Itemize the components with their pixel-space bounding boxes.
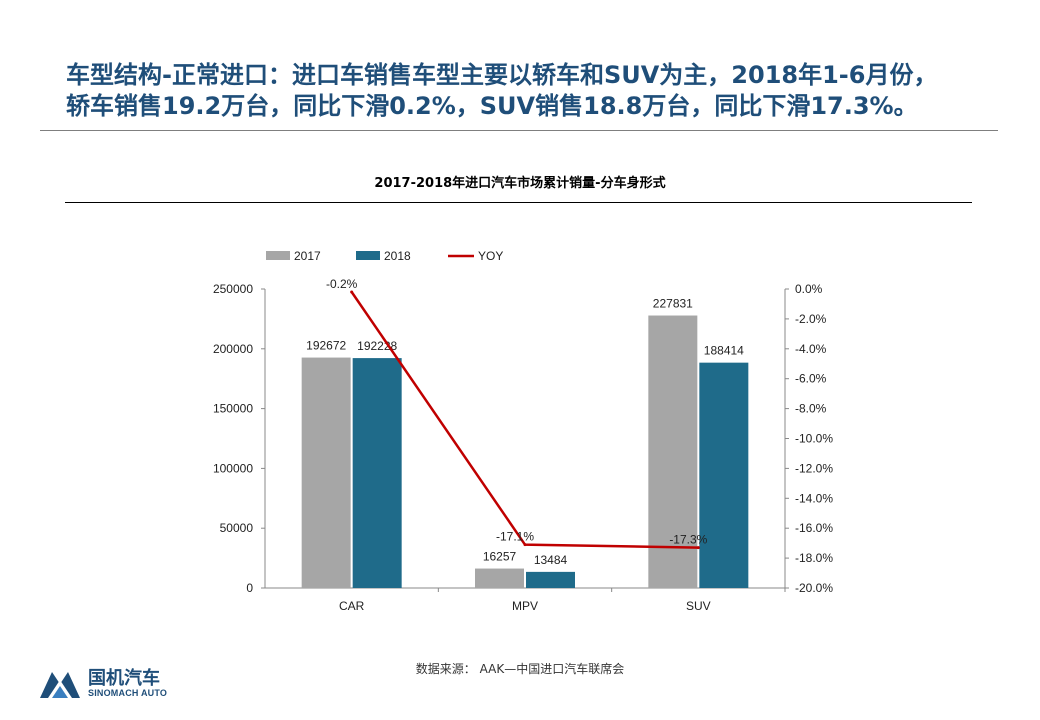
y-right-tick-label: -14.0% (795, 491, 833, 505)
y-right-tick-label: -2.0% (795, 312, 827, 326)
bar-value-label: 227831 (653, 297, 693, 311)
yoy-value-label: -0.2% (326, 277, 358, 291)
chart-title-divider (65, 202, 972, 203)
logo-name-en: SINOMACH AUTO (88, 688, 168, 698)
yoy-value-label: -17.1% (496, 530, 534, 544)
bar-value-label: 16257 (483, 550, 517, 564)
bar-value-label: 188414 (704, 344, 744, 358)
y-left-tick-label: 200000 (213, 342, 253, 356)
bar-value-label: 13484 (534, 553, 568, 567)
legend-label: 2018 (384, 249, 411, 263)
bar-2018-SUV (699, 362, 749, 588)
x-tick-label: SUV (686, 599, 711, 613)
chart-title: 2017-2018年进口汽车市场累计销量-分车身形式 (374, 176, 666, 191)
y-left-tick-label: 0 (246, 581, 253, 595)
bar-2018-CAR (352, 358, 402, 588)
y-left-tick-label: 50000 (220, 521, 254, 535)
yoy-point (696, 546, 700, 550)
y-right-tick-label: -20.0% (795, 581, 833, 595)
logo-name-cn: 国机汽车 (88, 668, 160, 689)
y-left-tick-label: 150000 (213, 402, 253, 416)
y-right-tick-label: -6.0% (795, 372, 827, 386)
yoy-point (523, 543, 527, 547)
bar-2017-SUV (648, 315, 698, 588)
yoy-point (350, 290, 354, 294)
bar-2017-CAR (301, 357, 351, 588)
yoy-value-label: -17.3% (669, 533, 707, 547)
bar-2018-MPV (526, 571, 575, 588)
y-right-tick-label: -8.0% (795, 402, 827, 416)
x-tick-label: MPV (512, 599, 538, 613)
legend-swatch-2018 (356, 251, 380, 260)
legend-label: YOY (478, 249, 503, 263)
y-right-tick-label: 0.0% (795, 282, 823, 296)
mountain-logo-icon (40, 672, 80, 698)
y-right-tick-label: -18.0% (795, 551, 833, 565)
headline-line-1: 车型结构-正常进口：进口车销售车型主要以轿车和SUV为主，2018年1-6月份， (66, 61, 938, 89)
headline-line-2: 轿车销售19.2万台，同比下滑0.2%，SUV销售18.8万台，同比下滑17.3… (66, 92, 918, 120)
legend-label: 2017 (294, 249, 321, 263)
headline-divider (40, 130, 998, 131)
y-right-tick-label: -10.0% (795, 432, 833, 446)
y-right-tick-label: -16.0% (795, 521, 833, 535)
company-logo: 国机汽车 SINOMACH AUTO (38, 664, 198, 704)
y-left-tick-label: 250000 (213, 282, 253, 296)
bar-value-label: 192672 (306, 339, 346, 353)
legend-swatch-2017 (266, 251, 290, 260)
data-source-note: 数据来源： AAK—中国进口汽车联席会 (415, 662, 625, 676)
yoy-line (350, 291, 699, 549)
y-left-tick-label: 100000 (213, 461, 253, 475)
y-right-tick-label: -4.0% (795, 342, 827, 356)
page-headline: 车型结构-正常进口：进口车销售车型主要以轿车和SUV为主，2018年1-6月份，… (66, 60, 1026, 122)
x-tick-label: CAR (339, 599, 365, 613)
bar-2017-MPV (475, 568, 524, 588)
y-right-tick-label: -12.0% (795, 461, 833, 475)
